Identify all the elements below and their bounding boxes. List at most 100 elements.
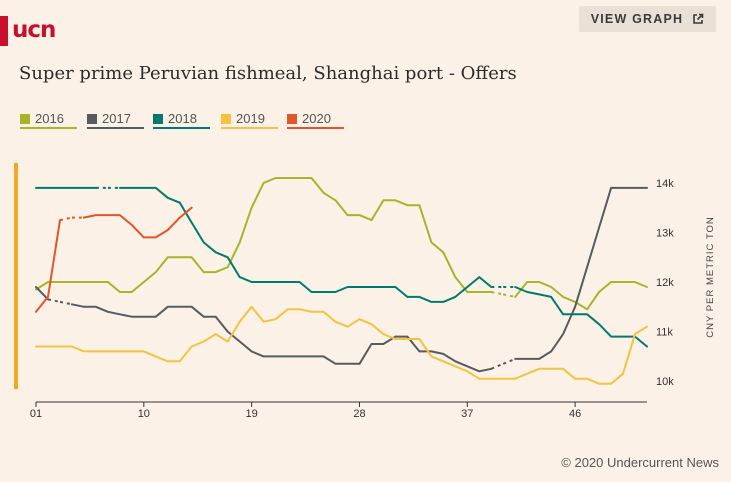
data-point-2017: [525, 357, 529, 361]
legend-label-2017: 2017: [102, 111, 131, 126]
data-point-2019: [118, 349, 122, 353]
data-point-2019: [310, 310, 314, 314]
data-point-2018: [417, 295, 421, 299]
data-point-2020: [118, 213, 122, 217]
data-point-2016: [298, 176, 302, 180]
data-point-2019: [585, 377, 589, 381]
data-point-2016: [142, 280, 146, 284]
data-point-2018: [334, 290, 338, 294]
data-point-2017: [238, 340, 242, 344]
data-point-2016: [645, 285, 649, 289]
data-point-2018: [130, 186, 134, 190]
data-point-2016: [549, 285, 553, 289]
view-graph-button[interactable]: VIEW GRAPH: [579, 6, 716, 32]
data-point-2018: [34, 186, 38, 190]
data-point-2016: [106, 280, 110, 284]
x-tick-label: 01: [30, 408, 42, 420]
data-point-2019: [465, 369, 469, 373]
data-point-2017: [166, 305, 170, 309]
data-point-2017: [298, 354, 302, 358]
data-point-2017: [370, 342, 374, 346]
data-point-2019: [525, 372, 529, 376]
data-point-2020: [70, 216, 74, 220]
data-point-2018: [441, 300, 445, 304]
data-point-2018: [166, 196, 170, 200]
data-point-2018: [358, 285, 362, 289]
data-point-2020: [178, 216, 182, 220]
data-point-2020: [154, 235, 158, 239]
data-point-2019: [453, 364, 457, 368]
chart-title: Super prime Peruvian fishmeal, Shanghai …: [19, 63, 517, 84]
y-axis-label: CNY PER METRIC TON: [705, 216, 716, 337]
data-point-2017: [190, 305, 194, 309]
data-point-2017: [94, 305, 98, 309]
data-point-2019: [573, 377, 577, 381]
data-point-2018: [310, 290, 314, 294]
data-point-2016: [274, 176, 278, 180]
legend-underline-2020: [287, 127, 344, 129]
data-point-2017: [310, 354, 314, 358]
data-point-2019: [370, 322, 374, 326]
data-point-2016: [226, 265, 230, 269]
data-point-2019: [441, 359, 445, 363]
data-point-2017: [621, 186, 625, 190]
data-point-2020: [82, 216, 86, 220]
data-point-2017: [142, 315, 146, 319]
series-gap-2017: [47, 298, 516, 370]
data-point-2016: [597, 290, 601, 294]
data-point-2018: [142, 186, 146, 190]
data-point-2016: [286, 176, 290, 180]
data-point-2019: [549, 367, 553, 371]
data-point-2016: [537, 280, 541, 284]
data-point-2020: [142, 235, 146, 239]
data-point-2019: [633, 332, 637, 336]
data-point-2017: [453, 359, 457, 363]
data-point-2018: [621, 335, 625, 339]
data-point-2017: [334, 362, 338, 366]
data-point-2017: [477, 369, 481, 373]
data-point-2019: [94, 349, 98, 353]
data-point-2018: [609, 335, 613, 339]
data-point-2016: [166, 255, 170, 259]
data-point-2017: [465, 364, 469, 368]
data-point-2018: [238, 275, 242, 279]
series-line-2017: [35, 186, 648, 373]
data-point-2018: [94, 186, 98, 190]
data-point-2020: [130, 223, 134, 227]
data-point-2017: [178, 305, 182, 309]
data-point-2019: [46, 345, 50, 349]
data-point-2018: [262, 280, 266, 284]
view-graph-label: VIEW GRAPH: [590, 12, 684, 26]
data-point-2018: [346, 285, 350, 289]
data-point-2016: [525, 280, 529, 284]
data-point-2017: [214, 315, 218, 319]
data-point-2019: [645, 325, 649, 329]
credit-text: © 2020 Undercurrent News: [561, 455, 719, 470]
logo-bar: [0, 16, 8, 46]
data-point-2016: [477, 290, 481, 294]
data-point-2019: [142, 349, 146, 353]
data-point-2019: [250, 305, 254, 309]
data-point-2019: [226, 340, 230, 344]
data-point-2019: [82, 349, 86, 353]
y-tick-label: 11k: [656, 327, 673, 339]
data-point-2016: [609, 280, 613, 284]
data-point-2018: [513, 285, 517, 289]
ucn-logo[interactable]: ucn: [12, 17, 56, 43]
x-tick-label: 28: [353, 408, 365, 420]
legend-underline-2017: [87, 127, 144, 129]
data-point-2018: [573, 312, 577, 316]
data-point-2019: [609, 382, 613, 386]
data-point-2019: [166, 359, 170, 363]
x-tick-label: 46: [569, 408, 581, 420]
data-point-2018: [46, 186, 50, 190]
data-point-2019: [597, 382, 601, 386]
data-point-2017: [106, 310, 110, 314]
data-point-2016: [585, 307, 589, 311]
data-point-2017: [381, 342, 385, 346]
data-point-2019: [106, 349, 110, 353]
data-point-2016: [489, 290, 493, 294]
data-point-2017: [130, 315, 134, 319]
data-point-2017: [82, 305, 86, 309]
data-point-2016: [238, 240, 242, 244]
